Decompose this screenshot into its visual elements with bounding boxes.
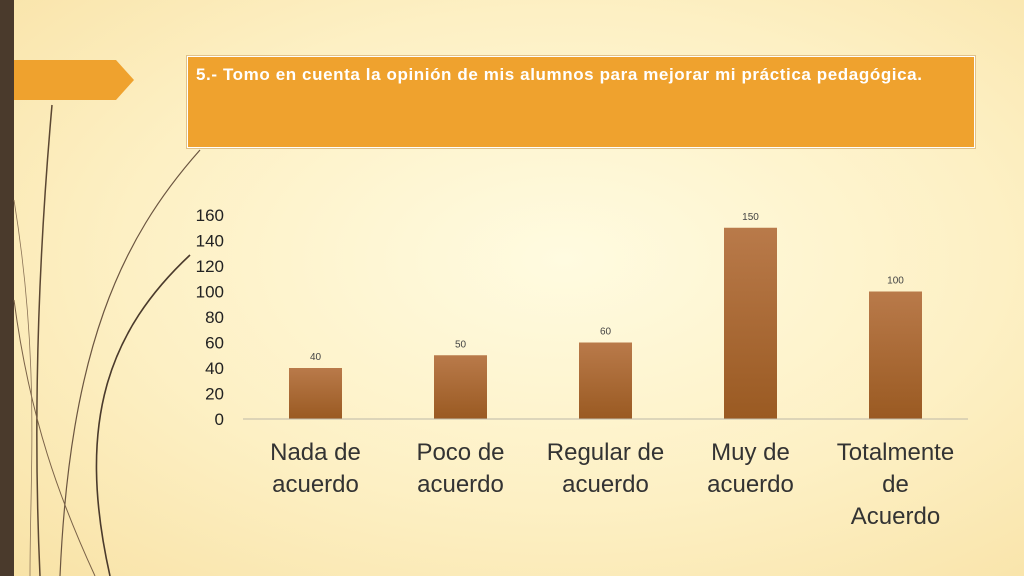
bars <box>289 227 922 419</box>
bar <box>289 368 342 419</box>
bar <box>724 227 777 419</box>
y-tick-label: 160 <box>196 206 224 225</box>
x-tick-label-line: Totalmente <box>837 439 954 466</box>
data-labels: 40 50 60 150 100 <box>310 212 904 363</box>
x-tick-label: Regular de acuerdo <box>547 439 664 498</box>
y-tick-label: 100 <box>196 283 224 302</box>
x-tick-label: Totalmente de Acuerdo <box>837 439 954 530</box>
x-tick-label-line: acuerdo <box>417 471 504 498</box>
data-label: 150 <box>742 212 759 223</box>
x-axis-labels: Nada de acuerdo Poco de acuerdo Regular de ac… <box>270 439 954 530</box>
y-tick-label: 40 <box>205 359 224 378</box>
x-tick-label-line: Poco de <box>416 439 504 466</box>
data-label: 40 <box>310 352 322 363</box>
y-tick-label: 80 <box>205 308 224 327</box>
x-tick-label-line: Regular de <box>547 439 664 466</box>
x-tick-label-line: Acuerdo <box>851 503 940 530</box>
y-tick-label: 140 <box>196 232 224 251</box>
title-box: 5.- Tomo en cuenta la opinión de mis alu… <box>187 56 975 148</box>
y-axis: 0 20 40 60 80 100 120 140 160 <box>196 206 224 429</box>
data-label: 50 <box>455 339 467 350</box>
x-tick-label-line: acuerdo <box>562 471 649 498</box>
y-tick-label: 60 <box>205 334 224 353</box>
x-tick-label-line: Muy de <box>711 439 790 466</box>
x-tick-label-line: Nada de <box>270 439 361 466</box>
bar <box>579 342 632 419</box>
data-label: 60 <box>600 327 612 338</box>
y-tick-label: 20 <box>205 385 224 404</box>
arrow-shape <box>14 60 134 100</box>
slide-title: 5.- Tomo en cuenta la opinión de mis alu… <box>196 65 923 84</box>
x-tick-label-line: de <box>882 471 909 498</box>
y-tick-label: 0 <box>215 410 224 429</box>
x-tick-label: Nada de acuerdo <box>270 439 361 498</box>
x-tick-label: Muy de acuerdo <box>707 439 794 498</box>
left-accent-bar <box>0 0 14 576</box>
x-tick-label-line: acuerdo <box>272 471 359 498</box>
bar <box>869 291 922 419</box>
y-tick-label: 120 <box>196 257 224 276</box>
x-tick-label-line: acuerdo <box>707 471 794 498</box>
bar <box>434 355 487 419</box>
x-tick-label: Poco de acuerdo <box>416 439 504 498</box>
data-label: 100 <box>887 276 904 287</box>
